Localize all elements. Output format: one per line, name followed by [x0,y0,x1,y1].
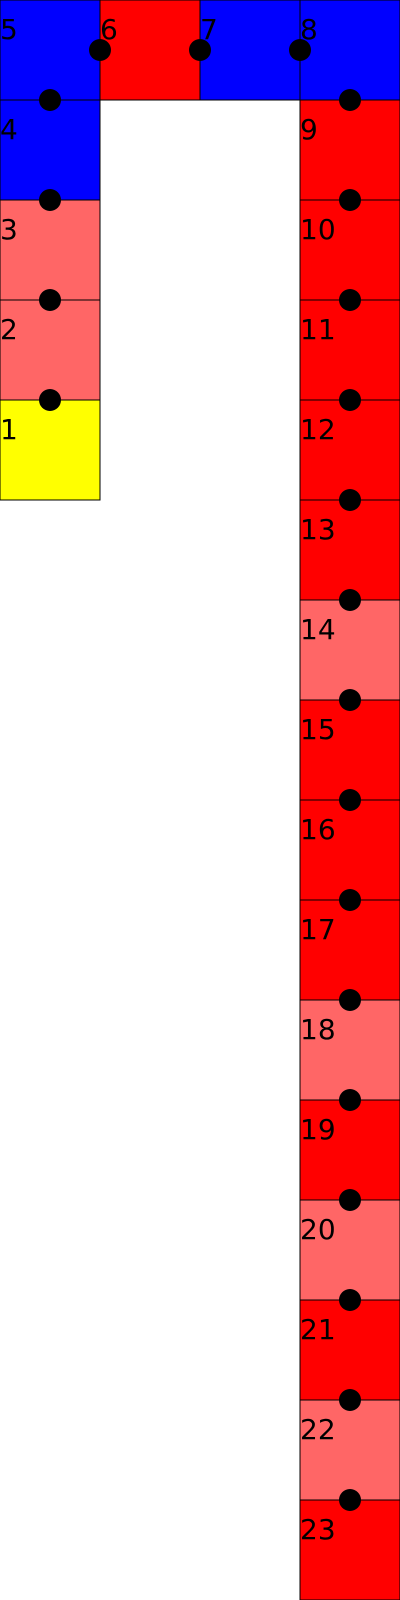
board-cell: 16 [299,799,400,901]
board-cell: 15 [299,699,400,801]
connector-dot [339,89,361,111]
cell-square [299,99,400,201]
board-cell: 8 [299,0,400,101]
board-cell: 2 [0,299,101,401]
cell-square [0,99,101,201]
connector-dot [189,39,211,61]
connector-dot [339,289,361,311]
cell-number: 16 [300,813,336,846]
board-cell: 1 [0,399,101,501]
connector-dot [39,389,61,411]
cell-square [0,0,101,101]
board-cell: 3 [0,199,101,301]
cell-number: 19 [300,1113,336,1146]
cell-square [99,0,201,101]
cell-number: 18 [300,1013,336,1046]
board-cell: 9 [299,99,400,201]
cell-square [199,0,301,101]
cell-number: 22 [300,1413,336,1446]
cell-number: 3 [0,213,18,246]
board-cell: 5 [0,0,101,101]
cell-square [299,199,400,301]
connector-dot [339,1389,361,1411]
board-cell: 10 [299,199,400,301]
cell-number: 9 [300,113,318,146]
connector-dot [89,39,111,61]
cell-number: 4 [0,113,18,146]
cell-number: 15 [300,713,336,746]
cell-number: 20 [300,1213,336,1246]
connector-dot [339,1489,361,1511]
connector-dot [39,289,61,311]
board-cell: 18 [299,999,400,1101]
connector-dot [39,89,61,111]
connector-dot [39,189,61,211]
connector-dot [339,1289,361,1311]
board-cell: 22 [299,1399,400,1501]
board-cell: 21 [299,1299,400,1401]
board-cell: 13 [299,499,400,601]
board-cell: 11 [299,299,400,401]
cell-number: 1 [0,413,18,446]
cell-square [299,499,400,601]
cell-square [299,699,400,801]
connector-dot [339,989,361,1011]
cell-square [299,799,400,901]
cell-square [299,1099,400,1201]
cell-square [299,1499,400,1600]
board-cell: 12 [299,399,400,501]
connector-dot [289,39,311,61]
board-cell: 23 [299,1499,400,1600]
board-cell: 19 [299,1099,400,1201]
cell-number: 7 [200,13,218,46]
cell-number: 12 [300,413,336,446]
cell-square [299,299,400,401]
cell-number: 5 [0,13,18,46]
cell-square [0,399,101,501]
board-cell: 7 [199,0,301,101]
connector-dot [339,1089,361,1111]
cell-number: 14 [300,613,336,646]
connector-dot [339,489,361,511]
connector-dot [339,689,361,711]
board-cell: 14 [299,599,400,701]
cell-number: 2 [0,313,18,346]
cell-square [299,0,400,101]
connector-dot [339,589,361,611]
cell-number: 11 [300,313,336,346]
cell-number: 21 [300,1313,336,1346]
cell-square [299,599,400,701]
cell-square [299,1299,400,1401]
cell-number: 10 [300,213,336,246]
connector-dot [339,789,361,811]
cell-number: 13 [300,513,336,546]
board-cell: 4 [0,99,101,201]
cell-number: 8 [300,13,318,46]
connector-dot [339,389,361,411]
cell-square [0,299,101,401]
cell-square [299,999,400,1101]
connector-dot [339,889,361,911]
board-cell: 20 [299,1199,400,1301]
cell-number: 17 [300,913,336,946]
connector-dot [339,1189,361,1211]
cell-square [0,199,101,301]
connector-dot [339,189,361,211]
board-cell: 6 [99,0,201,101]
cell-number: 6 [100,13,118,46]
cell-number: 23 [300,1513,336,1546]
cell-square [299,1199,400,1301]
board-cell: 17 [299,899,400,1001]
connectors-layer [39,39,361,1511]
